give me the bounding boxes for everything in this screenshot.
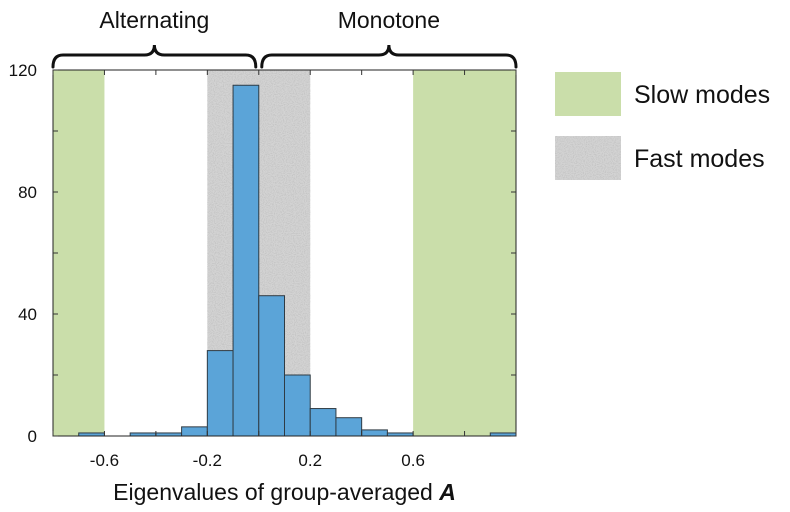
- x-axis-label-text: Eigenvalues of group-averaged: [113, 479, 439, 505]
- group-brackets: Alternating Monotone: [51, 7, 518, 69]
- x-axis-label-symbol: A: [438, 479, 456, 505]
- histogram-bar-6: [206, 350, 234, 437]
- histogram-bar-8: [258, 295, 285, 437]
- y-tick-label: 40: [18, 305, 37, 324]
- region-slow-modes-1: [413, 70, 516, 436]
- histogram-bar-12: [361, 429, 388, 437]
- legend-swatch-fast-modes: [555, 136, 621, 180]
- plot-axes: 0 40 80 120 -0.6 -0.2 0.2 0.6 Eigenvalues of gro…: [9, 61, 517, 505]
- group-label-monotone: Monotone: [338, 7, 440, 33]
- legend: Slow modes Fast modes: [555, 72, 770, 180]
- x-tick-label: 0.2: [298, 451, 322, 470]
- group-label-alternating: Alternating: [99, 7, 209, 33]
- x-tick-label: -0.6: [90, 451, 119, 470]
- y-tick-label: 120: [9, 61, 37, 80]
- group-bracket-alternating: [51, 44, 258, 69]
- region-slow-modes-0: [53, 70, 105, 436]
- histogram-bar-7: [232, 84, 260, 437]
- y-tick-label: 0: [28, 427, 37, 446]
- histogram-bar-10: [309, 408, 337, 437]
- histogram-bar-5: [181, 426, 208, 437]
- x-tick-label: 0.6: [401, 451, 425, 470]
- histogram-bars: [78, 84, 517, 437]
- histogram-bar-11: [335, 417, 363, 437]
- legend-label-fast-modes: Fast modes: [634, 145, 765, 173]
- histogram-bar-9: [284, 374, 311, 437]
- group-bracket-monotone: [260, 44, 518, 69]
- legend-label-slow-modes: Slow modes: [634, 81, 770, 109]
- legend-swatch-slow-modes: [555, 72, 621, 116]
- y-tick-label: 80: [18, 183, 37, 202]
- x-axis-label: Eigenvalues of group-averaged A: [113, 479, 456, 505]
- x-tick-label: -0.2: [193, 451, 222, 470]
